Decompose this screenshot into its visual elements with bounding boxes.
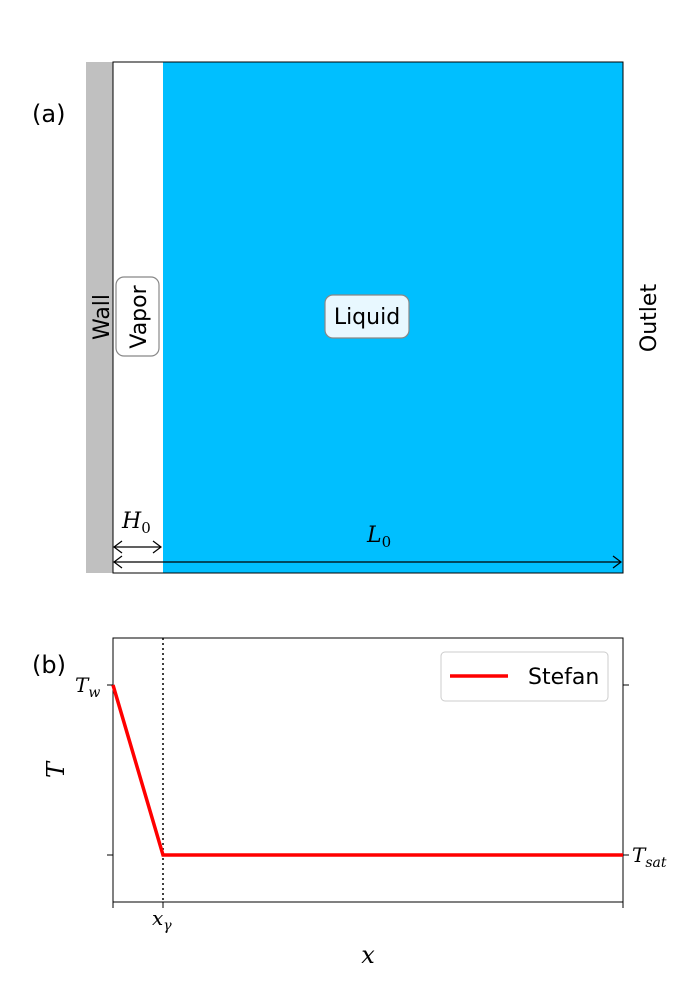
domain-frame — [112, 61, 624, 574]
h0-dimension-arrow — [113, 540, 162, 554]
vapor-label-box — [115, 276, 160, 357]
wall-region — [86, 62, 113, 573]
tw-label: Tw — [75, 673, 100, 701]
liquid-label: Liquid — [334, 305, 400, 330]
xgamma-label: xγ — [152, 906, 172, 934]
h0-label: H0 — [121, 509, 151, 537]
axis-ticks — [107, 684, 629, 908]
x-axis-label: x — [361, 941, 375, 969]
plot-frame — [112, 637, 624, 903]
outlet-label: Outlet — [637, 284, 662, 353]
wall-label: Wall — [90, 294, 115, 340]
l0-label: L0 — [366, 523, 391, 551]
l0-dimension-arrow — [113, 555, 622, 569]
panel-b-label: (b) — [32, 651, 66, 679]
legend-label: Stefan — [528, 665, 599, 690]
panel-a-label: (a) — [32, 100, 65, 128]
liquid-label-box — [324, 294, 410, 339]
stefan-temperature-profile — [111, 684, 623, 857]
legend-box — [440, 651, 609, 702]
y-axis-label: T — [42, 760, 70, 778]
vapor-label: Vapor — [127, 284, 152, 348]
tsat-label: Tsat — [632, 843, 667, 871]
